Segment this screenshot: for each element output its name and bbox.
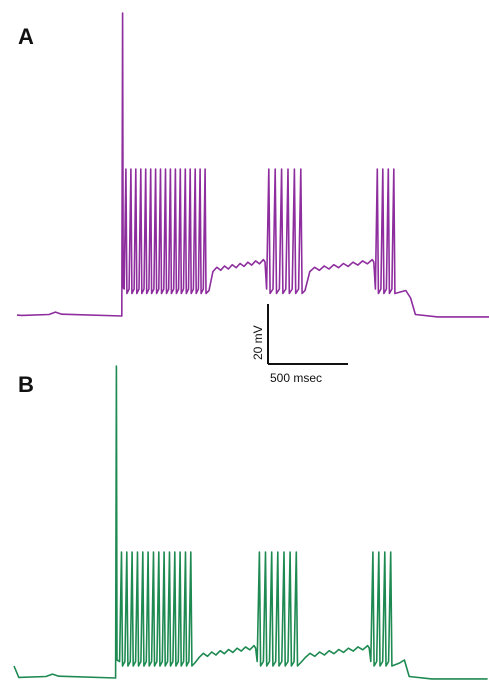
scale-bar-time-label: 500 msec [270, 371, 322, 385]
membrane-potential-line-b [13, 365, 488, 680]
membrane-potential-line-a [16, 12, 489, 318]
panel-a-trace [16, 12, 489, 318]
scale-bar: 20 mV 500 msec [251, 304, 348, 385]
panel-a-label: A [18, 24, 34, 49]
panel-b-trace [13, 365, 488, 680]
panel-b-label: B [18, 372, 34, 397]
scale-bar-voltage-label: 20 mV [251, 325, 265, 360]
